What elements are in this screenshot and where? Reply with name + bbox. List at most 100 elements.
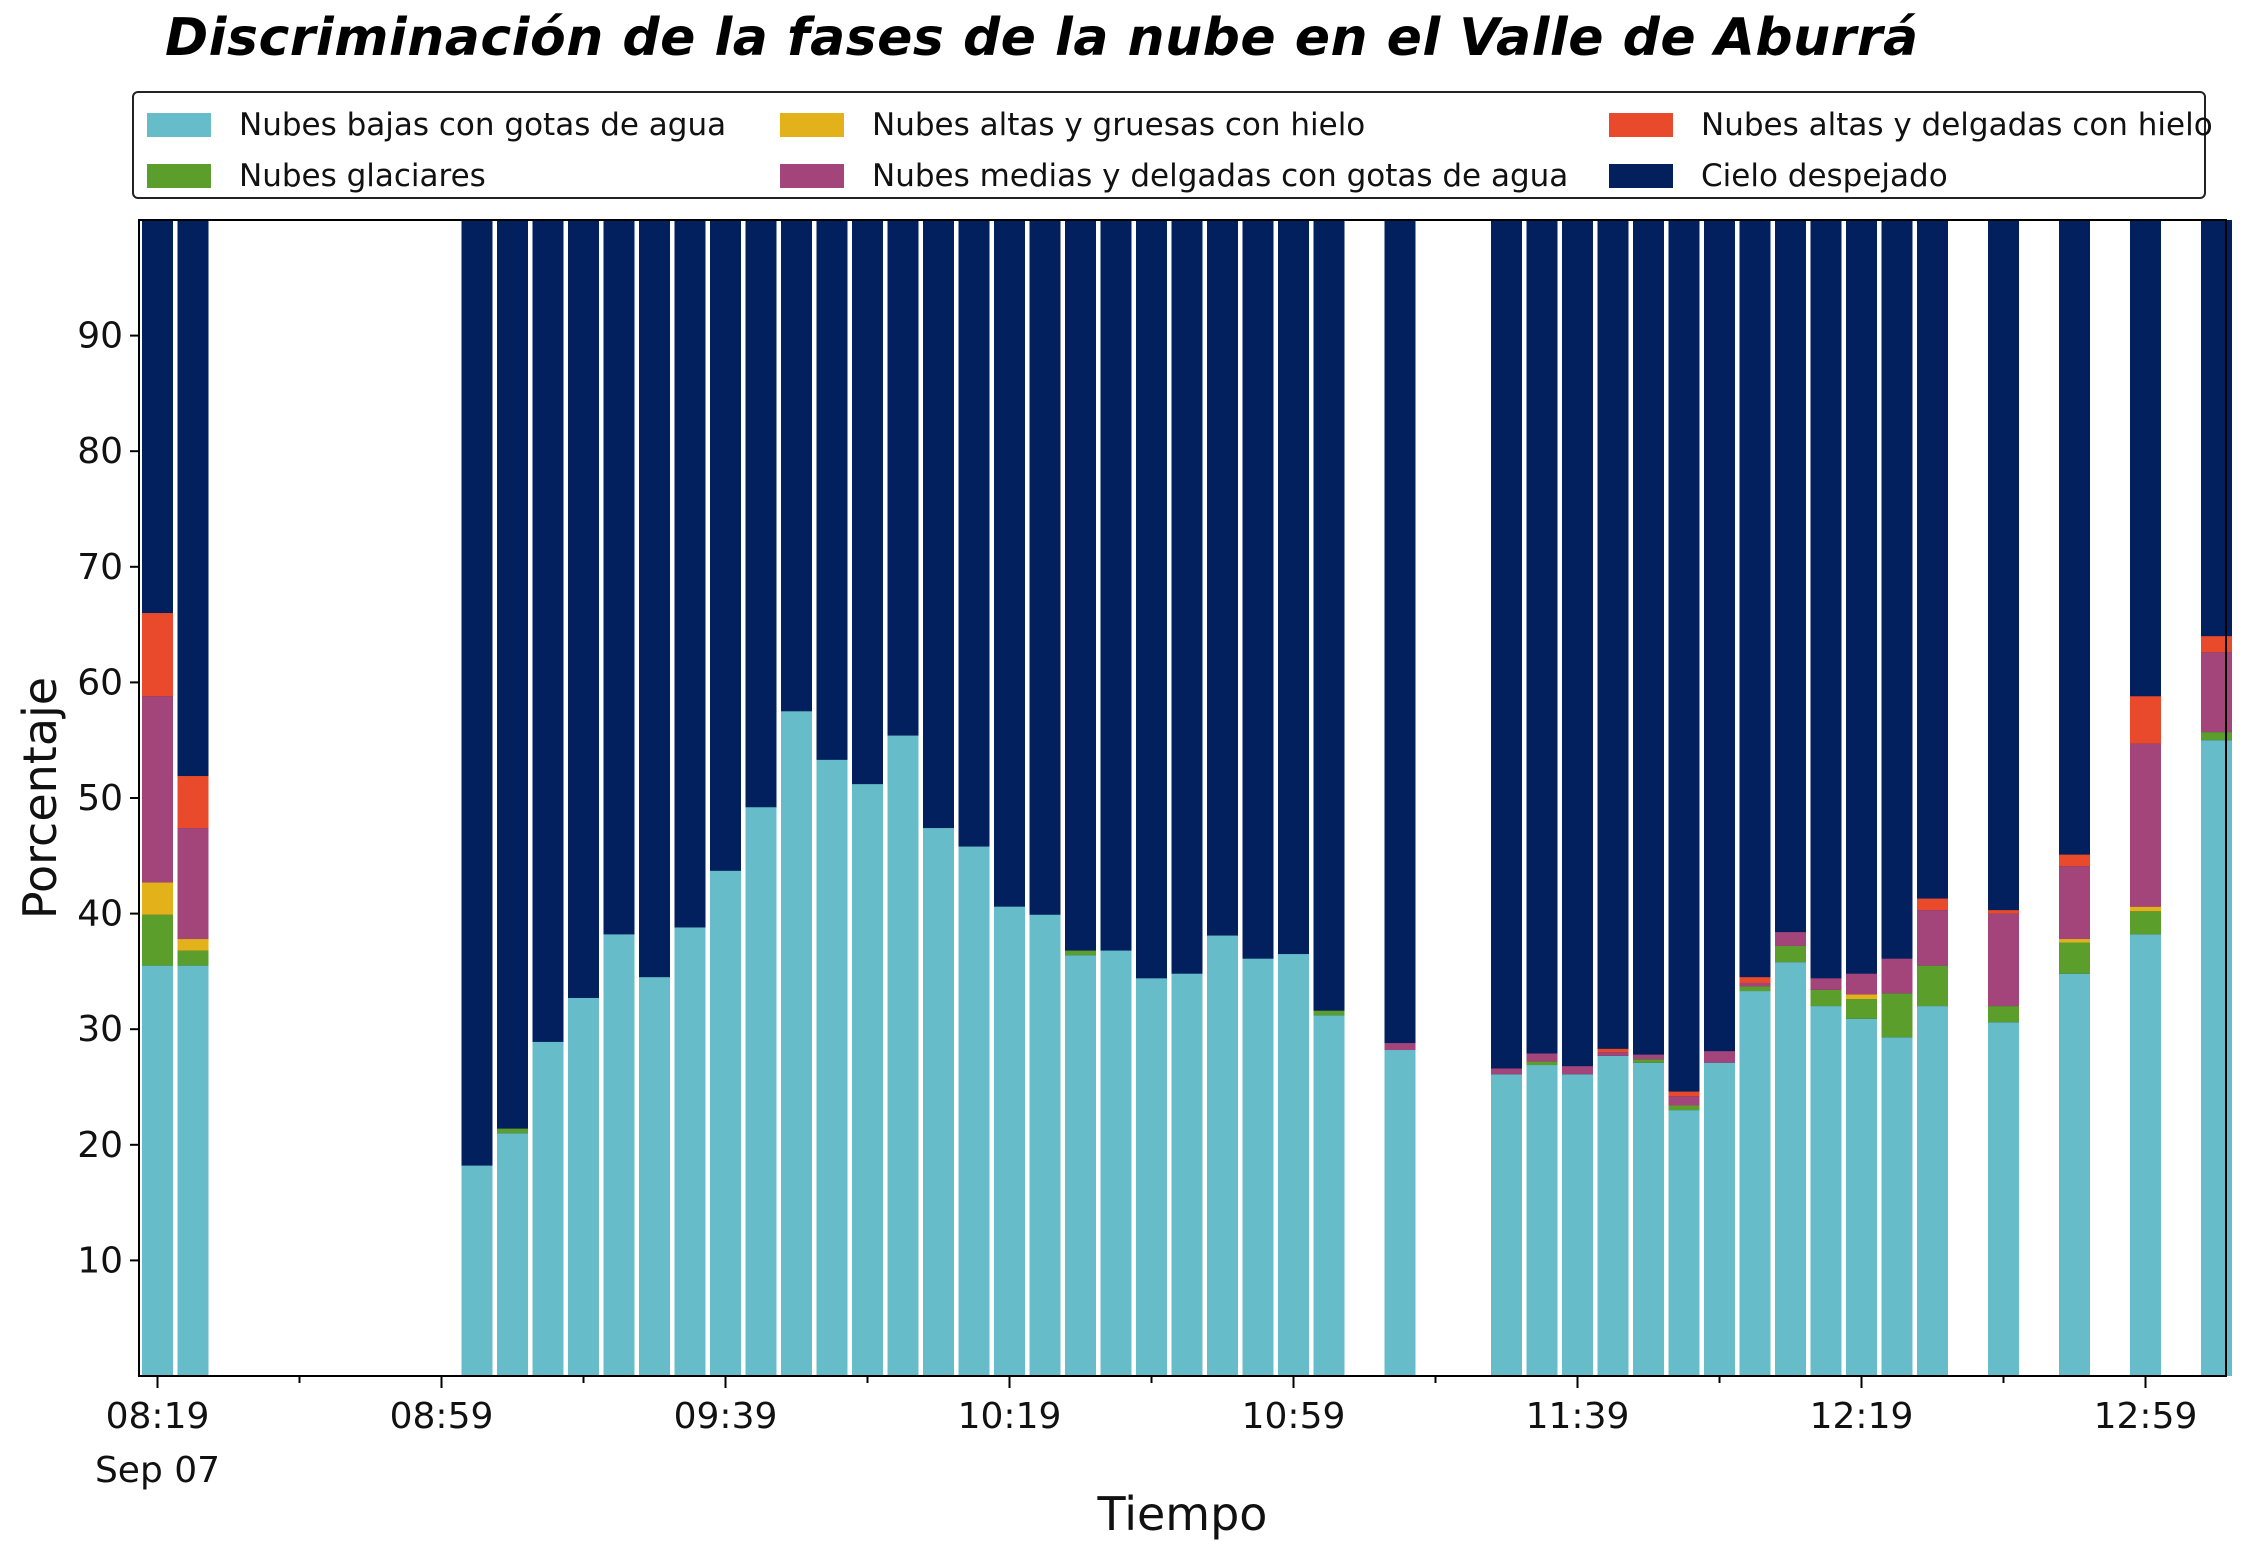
bar-segment-mid-thin-water [142, 696, 173, 883]
bar-segment-glacier [2059, 942, 2090, 974]
bar-segment-glacier [177, 950, 209, 966]
bar-segment-glacier [142, 914, 173, 966]
bar-segment-low-water [1491, 1074, 1522, 1376]
chart-title: Discriminación de la fases de la nube en… [165, 8, 1919, 68]
y-tick-label: 20 [77, 1125, 123, 1166]
bar-segment-high-thin-ice [1917, 898, 1948, 911]
bar-segment-mid-thin-water [1597, 1052, 1629, 1056]
x-tick-label: 10:19 [958, 1396, 1062, 1437]
bar-segment-low-water [1739, 991, 1771, 1376]
bar-1249 [2059, 220, 2090, 1376]
legend-label: Nubes bajas con gotas de agua [239, 107, 727, 143]
bar-segment-glacier [1810, 989, 1842, 1007]
bar-segment-low-water [816, 759, 848, 1376]
bar-segment-low-water [887, 735, 919, 1376]
bar-segment-low-water [461, 1165, 493, 1376]
bar-segment-glacier [1313, 1010, 1345, 1016]
bar-segment-high-thick-ice [1846, 994, 1877, 1000]
bar-segment-low-water [1775, 962, 1806, 1376]
bar-0824 [177, 220, 209, 1376]
x-tick-label: 11:39 [1526, 1396, 1630, 1437]
bar-segment-low-water [1597, 1055, 1629, 1376]
bar-1029 [1065, 220, 1096, 1376]
bar-segment-high-thin-ice [142, 613, 173, 697]
bar-1134 [1526, 220, 1558, 1376]
legend-label: Nubes glaciares [239, 158, 486, 194]
legend-item-mid-thin-water: Nubes medias y delgadas con gotas de agu… [780, 156, 1568, 196]
bar-segment-mid-thin-water [1881, 958, 1913, 994]
bar-1049 [1207, 220, 1238, 1376]
bar-segment-low-water [1313, 1015, 1345, 1376]
bar-segment-low-water [1704, 1062, 1735, 1376]
bar-segment-low-water [2130, 934, 2161, 1376]
bar-segment-low-water [1384, 1050, 1416, 1376]
bar-segment-high-thin-ice [2130, 696, 2161, 744]
bar-segment-low-water [1846, 1018, 1877, 1376]
bar-segment-low-water [1668, 1110, 1700, 1376]
legend-label: Nubes medias y delgadas con gotas de agu… [872, 158, 1569, 194]
bar-1014 [958, 220, 990, 1376]
bar-1159 [1704, 220, 1735, 1376]
bar-segment-low-water [1029, 914, 1061, 1376]
bar-segment-glacier [1633, 1059, 1664, 1063]
bar-segment-mid-thin-water [1384, 1043, 1416, 1051]
bar-1204 [1739, 220, 1771, 1376]
bar-segment-high-thick-ice [2130, 906, 2161, 912]
bar-segment-low-water [568, 997, 599, 1376]
bars [142, 220, 2232, 1376]
bar-segment-mid-thin-water [1668, 1096, 1700, 1106]
bar-segment-glacier [1988, 1006, 2019, 1023]
bar-1219 [1846, 220, 1877, 1376]
bar-segment-mid-thin-water [1846, 973, 1877, 995]
x-tick-label: 12:19 [1810, 1396, 1914, 1437]
bar-segment-low-water [497, 1133, 528, 1376]
bar-1259 [2130, 220, 2161, 1376]
bar-segment-mid-thin-water [2059, 866, 2090, 940]
legend-swatch [1609, 164, 1673, 188]
legend-label: Nubes altas y delgadas con hielo [1701, 107, 2213, 143]
bar-segment-glacier [1668, 1105, 1700, 1111]
bar-1044 [1171, 220, 1203, 1376]
bar-segment-high-thick-ice [142, 882, 173, 915]
bar-segment-glacier [2201, 732, 2232, 741]
bar-segment-mid-thin-water [1491, 1068, 1522, 1075]
bar-segment-high-thin-ice [1988, 910, 2019, 914]
legend-swatch [780, 164, 844, 188]
bar-1034 [1100, 220, 1132, 1376]
bar-segment-mid-thin-water [1810, 978, 1842, 990]
bar-segment-high-thin-ice [1739, 977, 1771, 983]
bar-segment-high-thin-ice [1597, 1048, 1629, 1053]
bar-1129 [1491, 220, 1522, 1376]
bar-1054 [1242, 220, 1274, 1376]
bar-segment-low-water [1526, 1065, 1558, 1376]
legend-label: Nubes altas y gruesas con hielo [872, 107, 1366, 143]
bar-segment-mid-thin-water [1704, 1051, 1735, 1063]
bar-1144 [1597, 220, 1629, 1376]
legend-label: Cielo despejado [1701, 158, 1948, 194]
bar-segment-low-water [1988, 1022, 2019, 1376]
bar-segment-low-water [1207, 935, 1238, 1376]
bar-segment-low-water [1278, 954, 1309, 1376]
bar-0914 [532, 220, 564, 1376]
bar-segment-high-thick-ice [177, 939, 209, 951]
bar-0954 [816, 220, 848, 1376]
bar-segment-mid-thin-water [1526, 1053, 1558, 1062]
y-tick-label: 90 [77, 316, 123, 357]
bar-segment-mid-thin-water [1775, 932, 1806, 946]
x-axis-label: Tiempo [1097, 1487, 1268, 1541]
bar-1229 [1917, 220, 1948, 1376]
bar-segment-low-water [1136, 978, 1167, 1376]
bar-segment-high-thin-ice [2201, 636, 2232, 653]
legend-swatch [147, 164, 211, 188]
y-axis-label: Porcentaje [13, 677, 67, 919]
bar-1139 [1562, 220, 1593, 1376]
legend: Nubes bajas con gotas de agua Nubes altas… [132, 91, 2213, 199]
y-tick-label: 50 [77, 778, 123, 819]
bar-segment-low-water [1633, 1062, 1664, 1376]
bar-segment-high-thin-ice [1668, 1091, 1700, 1097]
bar-1019 [994, 220, 1025, 1376]
bar-segment-high-thick-ice [2059, 939, 2090, 943]
bar-1039 [1136, 220, 1167, 1376]
y-tick-label: 30 [77, 1009, 123, 1050]
